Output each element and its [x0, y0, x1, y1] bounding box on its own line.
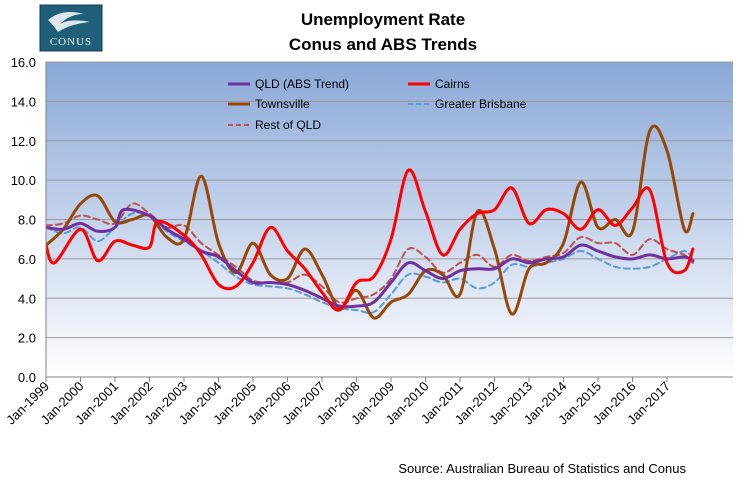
legend-label-greater-brisbane: Greater Brisbane: [435, 97, 527, 111]
x-axis-ticks: Jan-1999Jan-2000Jan-2001Jan-2002Jan-2003…: [3, 377, 673, 427]
legend-label-rest-of-qld: Rest of QLD: [255, 118, 321, 132]
y-tick-label: 0.0: [18, 370, 36, 385]
series-lines: [46, 124, 695, 320]
conus-logo: CONUS: [39, 4, 103, 52]
legend-label-cairns: Cairns: [435, 77, 470, 91]
y-tick-label: 10.0: [11, 173, 36, 188]
legend-label-qld-abs-trend: QLD (ABS Trend): [255, 77, 349, 91]
y-tick-label: 16.0: [11, 55, 36, 70]
y-tick-label: 2.0: [18, 331, 36, 346]
y-tick-label: 6.0: [18, 252, 36, 267]
logo-text: CONUS: [50, 36, 92, 48]
y-tick-label: 12.0: [11, 134, 36, 149]
chart-title: Unemployment Rate: [301, 10, 465, 29]
legend: QLD (ABS Trend) Cairns Townsville Greater B…: [228, 77, 527, 132]
y-tick-label: 8.0: [18, 213, 36, 228]
source-note: Source: Australian Bureau of Statistics …: [398, 461, 686, 476]
series-line-greater-brisbane: [46, 211, 694, 314]
y-tick-label: 14.0: [11, 94, 36, 109]
chart-subtitle: Conus and ABS Trends: [289, 35, 477, 54]
series-line-cairns: [46, 168, 695, 312]
y-tick-label: 4.0: [18, 291, 36, 306]
legend-label-townsville: Townsville: [255, 97, 310, 111]
series-line-townsville: [46, 124, 695, 320]
y-axis-ticks: 0.0 2.0 4.0 6.0 8.0 10.0 12.0 14.0 16.0: [11, 55, 36, 385]
series-line-qld-abs-trend: [46, 207, 695, 309]
